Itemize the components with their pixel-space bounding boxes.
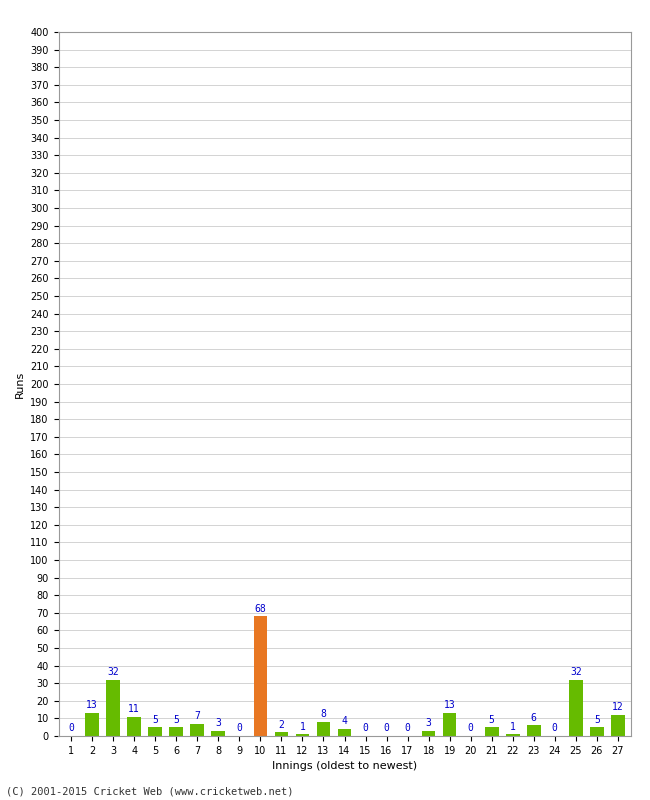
Text: 5: 5 <box>152 714 158 725</box>
Text: 3: 3 <box>426 718 432 728</box>
Bar <box>527 726 541 736</box>
Text: 13: 13 <box>86 701 98 710</box>
Bar <box>148 727 162 736</box>
Text: 1: 1 <box>510 722 515 731</box>
Bar <box>296 734 309 736</box>
Bar <box>211 730 225 736</box>
Text: 32: 32 <box>570 667 582 677</box>
Text: 0: 0 <box>237 723 242 734</box>
Text: 13: 13 <box>444 701 456 710</box>
Text: 7: 7 <box>194 711 200 721</box>
Text: 8: 8 <box>320 710 326 719</box>
Text: 2: 2 <box>278 720 284 730</box>
Bar <box>85 713 99 736</box>
Text: 0: 0 <box>363 723 369 734</box>
Bar <box>107 680 120 736</box>
Bar <box>254 616 267 736</box>
Bar <box>170 727 183 736</box>
X-axis label: Innings (oldest to newest): Innings (oldest to newest) <box>272 762 417 771</box>
Bar <box>485 727 499 736</box>
Bar <box>443 713 456 736</box>
Text: 68: 68 <box>255 604 266 614</box>
Text: 3: 3 <box>215 718 221 728</box>
Bar <box>274 733 288 736</box>
Text: 0: 0 <box>468 723 474 734</box>
Text: 5: 5 <box>174 714 179 725</box>
Text: 5: 5 <box>489 714 495 725</box>
Text: (C) 2001-2015 Cricket Web (www.cricketweb.net): (C) 2001-2015 Cricket Web (www.cricketwe… <box>6 786 294 796</box>
Text: 0: 0 <box>405 723 411 734</box>
Text: 6: 6 <box>531 713 537 723</box>
Bar <box>569 680 582 736</box>
Text: 1: 1 <box>300 722 306 731</box>
Y-axis label: Runs: Runs <box>14 370 25 398</box>
Text: 4: 4 <box>341 716 348 726</box>
Bar <box>422 730 436 736</box>
Text: 5: 5 <box>594 714 600 725</box>
Text: 12: 12 <box>612 702 624 712</box>
Text: 0: 0 <box>552 723 558 734</box>
Bar <box>506 734 519 736</box>
Bar <box>127 717 141 736</box>
Text: 0: 0 <box>68 723 74 734</box>
Bar <box>337 729 352 736</box>
Bar <box>317 722 330 736</box>
Bar <box>611 715 625 736</box>
Bar <box>190 724 204 736</box>
Bar <box>590 727 604 736</box>
Text: 11: 11 <box>128 704 140 714</box>
Text: 0: 0 <box>384 723 389 734</box>
Text: 32: 32 <box>107 667 119 677</box>
